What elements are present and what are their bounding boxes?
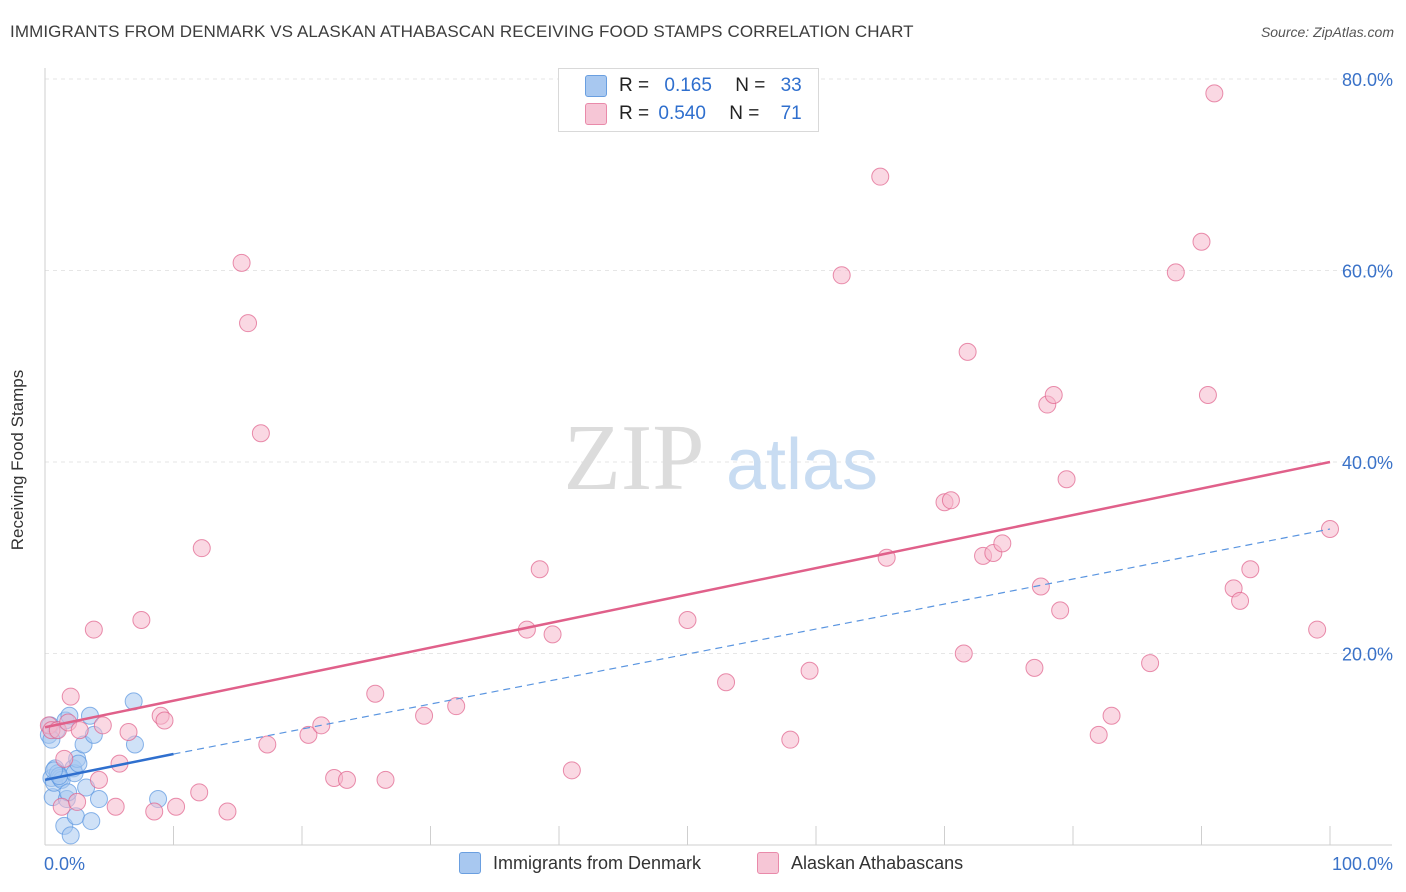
x-tick-label: 100.0% (1332, 854, 1393, 874)
point-athabascan (800, 661, 819, 680)
point-athabascan (1141, 654, 1160, 673)
legend-r-label: R = (619, 75, 650, 96)
trend-line-denmark (44, 752, 174, 782)
point-athabascan (1192, 232, 1211, 251)
point-athabascan (717, 673, 736, 692)
point-athabascan (1031, 577, 1050, 596)
point-athabascan (1241, 560, 1260, 579)
point-athabascan (1044, 385, 1063, 404)
point-athabascan (119, 723, 138, 742)
point-athabascan (1231, 591, 1250, 610)
point-athabascan (299, 725, 318, 744)
point-athabascan (132, 610, 151, 629)
bottom-legend-swatch-denmark (459, 852, 481, 874)
bottom-legend-label-denmark: Immigrants from Denmark (493, 852, 702, 873)
legend-n-value: 33 (780, 75, 802, 96)
legend-n-label: N = (735, 75, 766, 96)
watermark-zip: ZIP (564, 406, 705, 510)
bottom-legend-label-athabascan: Alaskan Athabascans (791, 852, 964, 873)
point-athabascan (190, 783, 209, 802)
chart-title: IMMIGRANTS FROM DENMARK VS ALASKAN ATHAB… (10, 22, 914, 41)
point-athabascan (218, 802, 237, 821)
point-athabascan (781, 730, 800, 749)
point-athabascan (543, 625, 562, 644)
point-athabascan (562, 761, 581, 780)
point-athabascan (239, 314, 258, 333)
point-athabascan (871, 167, 890, 186)
point-athabascan (1166, 263, 1185, 282)
legend-r-label: R = (619, 103, 650, 124)
point-athabascan (258, 735, 277, 754)
point-athabascan (232, 253, 251, 272)
legend: R = 0.165 N = 33 R = 0.540 N = 71 (558, 68, 819, 132)
point-athabascan (337, 770, 356, 789)
point-athabascan (993, 534, 1012, 553)
legend-r-value: 0.165 (664, 75, 712, 96)
point-athabascan (84, 620, 103, 639)
legend-swatch-denmark (585, 75, 607, 97)
bottom-legend-athabascan: Alaskan Athabascans (757, 852, 963, 874)
point-athabascan (155, 711, 174, 730)
legend-swatch-athabascan (585, 103, 607, 125)
watermark-atlas: atlas (726, 425, 878, 505)
point-athabascan (68, 792, 87, 811)
y-tick-label: 80.0% (1342, 70, 1393, 90)
y-tick-label: 40.0% (1342, 453, 1393, 473)
source-label: Source: ZipAtlas.com (1260, 24, 1394, 40)
point-athabascan (376, 770, 395, 789)
point-athabascan (958, 342, 977, 361)
point-athabascan (192, 539, 211, 558)
point-athabascan (89, 770, 108, 789)
point-athabascan (1057, 470, 1076, 489)
point-athabascan (366, 684, 385, 703)
axes (44, 68, 1392, 846)
point-athabascan (1089, 725, 1108, 744)
point-denmark (82, 812, 101, 831)
point-athabascan (530, 560, 549, 579)
point-athabascan (941, 491, 960, 510)
point-athabascan (70, 721, 89, 740)
legend-n-value: 71 (780, 103, 802, 124)
y-tick-label: 60.0% (1342, 262, 1393, 282)
point-athabascan (251, 424, 270, 443)
point-athabascan (61, 687, 80, 706)
point-athabascan (954, 644, 973, 663)
trend-line-denmark-extended (173, 528, 1331, 755)
y-tick-label: 20.0% (1342, 645, 1393, 665)
trend-line-athabascan (44, 460, 1331, 729)
tick-labels: 20.0% 40.0% 60.0% 80.0% 0.0% 100.0% (44, 70, 1393, 874)
point-athabascan (145, 802, 164, 821)
legend-n-label: N = (729, 103, 760, 124)
data-points (39, 84, 1339, 845)
point-athabascan (1198, 385, 1217, 404)
point-athabascan (93, 716, 112, 735)
point-athabascan (1051, 601, 1070, 620)
point-athabascan (1205, 84, 1224, 103)
point-athabascan (447, 697, 466, 716)
point-denmark (89, 790, 108, 809)
point-athabascan (55, 749, 74, 768)
legend-r-value: 0.540 (658, 103, 706, 124)
bottom-legend-swatch-athabascan (757, 852, 779, 874)
point-athabascan (106, 797, 125, 816)
grid-lines (45, 78, 1392, 654)
point-athabascan (678, 610, 697, 629)
point-denmark (61, 826, 80, 845)
trend-lines (44, 460, 1331, 782)
x-tick-label: 0.0% (44, 854, 85, 874)
point-athabascan (1308, 620, 1327, 639)
watermark: ZIP atlas (564, 406, 879, 510)
bottom-legend-denmark: Immigrants from Denmark (459, 852, 701, 874)
y-axis-label: Receiving Food Stamps (8, 369, 27, 551)
point-athabascan (415, 706, 434, 725)
point-athabascan (52, 797, 71, 816)
point-athabascan (1025, 658, 1044, 677)
point-athabascan (167, 797, 186, 816)
point-athabascan (1102, 706, 1121, 725)
point-athabascan (832, 266, 851, 285)
